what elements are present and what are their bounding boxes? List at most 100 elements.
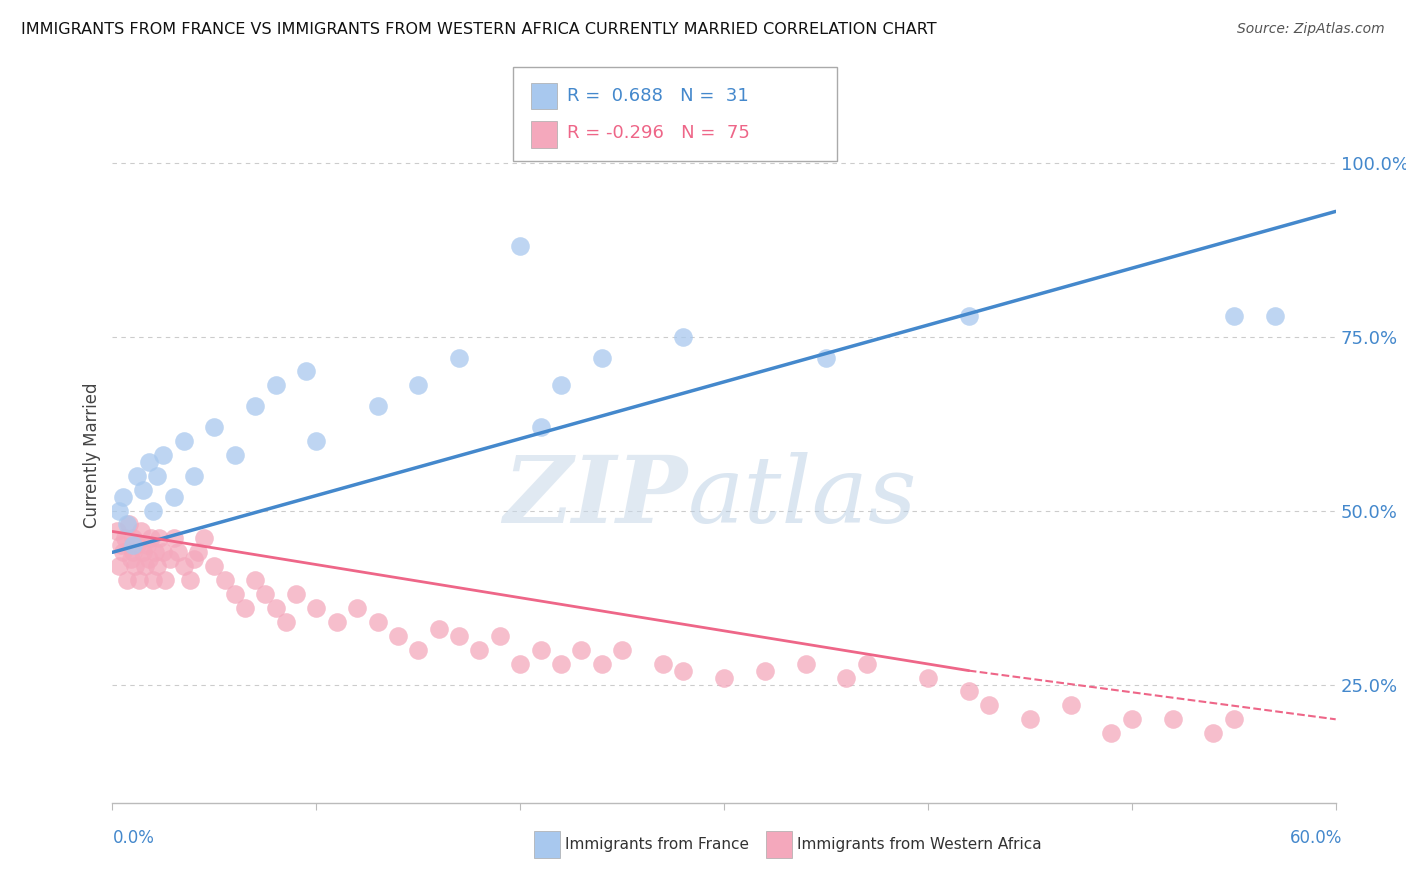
Point: [591, 351, 613, 365]
Point: [155, 573, 177, 587]
Point: [571, 642, 593, 657]
Point: [264, 378, 287, 392]
Point: [115, 517, 138, 532]
Point: [366, 615, 388, 629]
Point: [152, 545, 174, 559]
Point: [591, 657, 613, 671]
Point: [122, 538, 145, 552]
Point: [754, 664, 776, 678]
Point: [125, 468, 148, 483]
Point: [305, 601, 328, 615]
Point: [326, 615, 349, 629]
Point: [672, 664, 695, 678]
Point: [146, 559, 169, 574]
Point: [152, 448, 174, 462]
Point: [163, 532, 186, 546]
Point: [835, 671, 858, 685]
Point: [957, 309, 980, 323]
Point: [193, 532, 215, 546]
Text: 0.0%: 0.0%: [112, 829, 155, 847]
Point: [173, 434, 195, 448]
Point: [233, 601, 256, 615]
Point: [179, 573, 201, 587]
Point: [122, 532, 145, 546]
Point: [107, 503, 129, 517]
Point: [1060, 698, 1083, 713]
Text: ZIP: ZIP: [503, 451, 688, 541]
Point: [120, 552, 142, 566]
Point: [187, 545, 209, 559]
Point: [107, 559, 129, 574]
Point: [1121, 712, 1143, 726]
Point: [1223, 309, 1246, 323]
Point: [138, 552, 160, 566]
Point: [610, 642, 633, 657]
Point: [111, 545, 134, 559]
Point: [264, 601, 287, 615]
Point: [204, 420, 226, 434]
Point: [143, 545, 166, 559]
Point: [114, 532, 136, 546]
Point: [550, 657, 572, 671]
Point: [1202, 726, 1225, 740]
Point: [468, 642, 491, 657]
Point: [141, 532, 163, 546]
Point: [295, 364, 318, 378]
Point: [136, 538, 159, 552]
Point: [387, 629, 409, 643]
Point: [1264, 309, 1286, 323]
Point: [132, 545, 155, 559]
Point: [224, 448, 246, 462]
Point: [124, 559, 146, 574]
Text: R =  0.688   N =  31: R = 0.688 N = 31: [567, 87, 748, 104]
Point: [142, 573, 165, 587]
Point: [204, 559, 226, 574]
Point: [979, 698, 1001, 713]
Point: [224, 587, 246, 601]
Point: [128, 573, 150, 587]
Text: Immigrants from Western Africa: Immigrants from Western Africa: [797, 838, 1042, 852]
Point: [1161, 712, 1184, 726]
Point: [118, 517, 141, 532]
Point: [957, 684, 980, 698]
Point: [163, 490, 186, 504]
Point: [1099, 726, 1122, 740]
Point: [125, 538, 148, 552]
Point: [794, 657, 817, 671]
Point: [132, 483, 155, 497]
Point: [652, 657, 675, 671]
Point: [855, 657, 877, 671]
Point: [672, 329, 695, 343]
Point: [346, 601, 368, 615]
Point: [138, 455, 160, 469]
Point: [173, 559, 195, 574]
Text: IMMIGRANTS FROM FRANCE VS IMMIGRANTS FROM WESTERN AFRICA CURRENTLY MARRIED CORRE: IMMIGRANTS FROM FRANCE VS IMMIGRANTS FRO…: [21, 22, 936, 37]
Point: [159, 552, 181, 566]
Point: [245, 573, 267, 587]
Point: [1223, 712, 1246, 726]
Y-axis label: Currently Married: Currently Married: [83, 382, 101, 528]
Point: [509, 657, 531, 671]
Point: [115, 573, 138, 587]
Text: atlas: atlas: [688, 451, 917, 541]
Point: [305, 434, 328, 448]
Point: [366, 399, 388, 413]
Point: [550, 378, 572, 392]
Point: [713, 671, 735, 685]
Point: [1018, 712, 1040, 726]
Point: [529, 420, 551, 434]
Point: [183, 552, 205, 566]
Point: [274, 615, 297, 629]
Point: [129, 524, 152, 539]
Point: [122, 545, 145, 559]
Point: [529, 642, 551, 657]
Text: R = -0.296   N =  75: R = -0.296 N = 75: [567, 124, 749, 142]
Point: [142, 503, 165, 517]
Point: [408, 642, 430, 657]
Point: [110, 538, 132, 552]
Point: [284, 587, 308, 601]
Point: [815, 351, 838, 365]
Point: [146, 468, 169, 483]
Point: [245, 399, 267, 413]
Text: Immigrants from France: Immigrants from France: [565, 838, 749, 852]
